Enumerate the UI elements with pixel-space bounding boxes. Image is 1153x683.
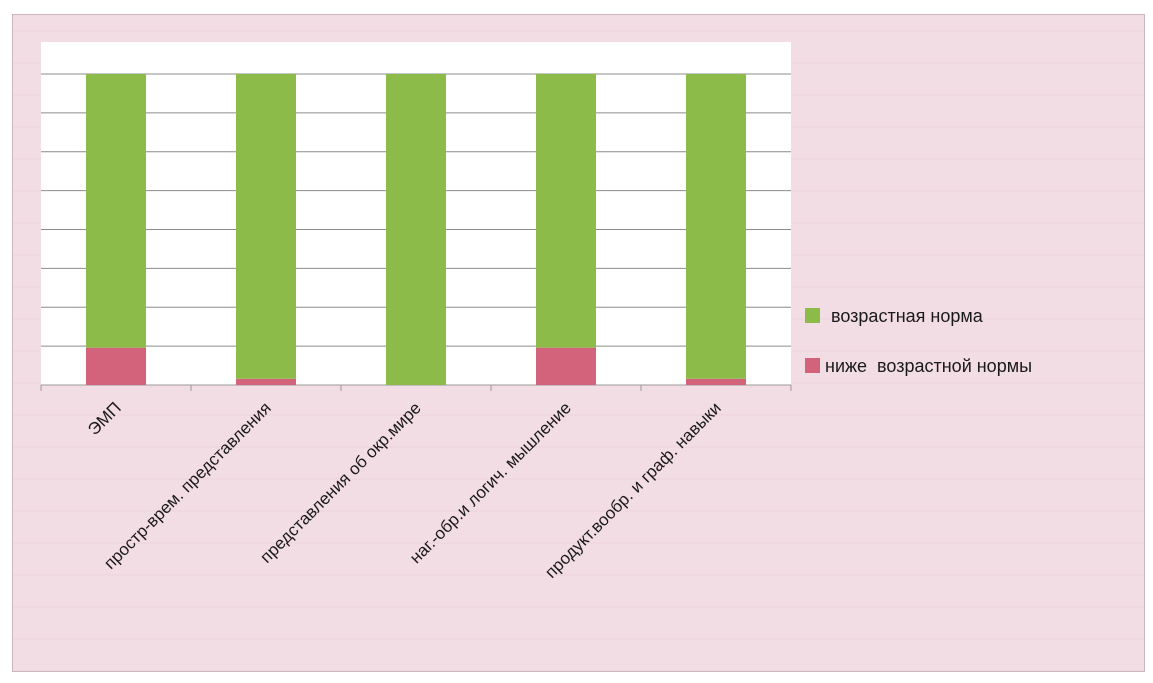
bar-segment-age-norm: [86, 74, 146, 348]
legend-label: ниже возрастной нормы: [825, 356, 1032, 376]
bar-segment-age-norm: [236, 74, 296, 379]
bar-segment-below-norm: [86, 347, 146, 385]
legend-swatch: [805, 308, 820, 323]
bar-segment-below-norm: [686, 378, 746, 385]
legend: возрастная норма ниже возрастной нормы: [805, 306, 1032, 376]
chart-frame: ЭМП простр-врем. представления представлен…: [12, 14, 1145, 672]
legend-swatch: [805, 358, 820, 373]
bar-segment-below-norm: [536, 347, 596, 385]
x-axis: [40, 385, 792, 391]
bars: [86, 74, 746, 385]
legend-label: возрастная норма: [831, 306, 984, 326]
bar-segment-age-norm: [536, 74, 596, 348]
bar-segment-age-norm: [386, 74, 446, 385]
bar-segment-age-norm: [686, 74, 746, 379]
bar-segment-below-norm: [236, 378, 296, 385]
